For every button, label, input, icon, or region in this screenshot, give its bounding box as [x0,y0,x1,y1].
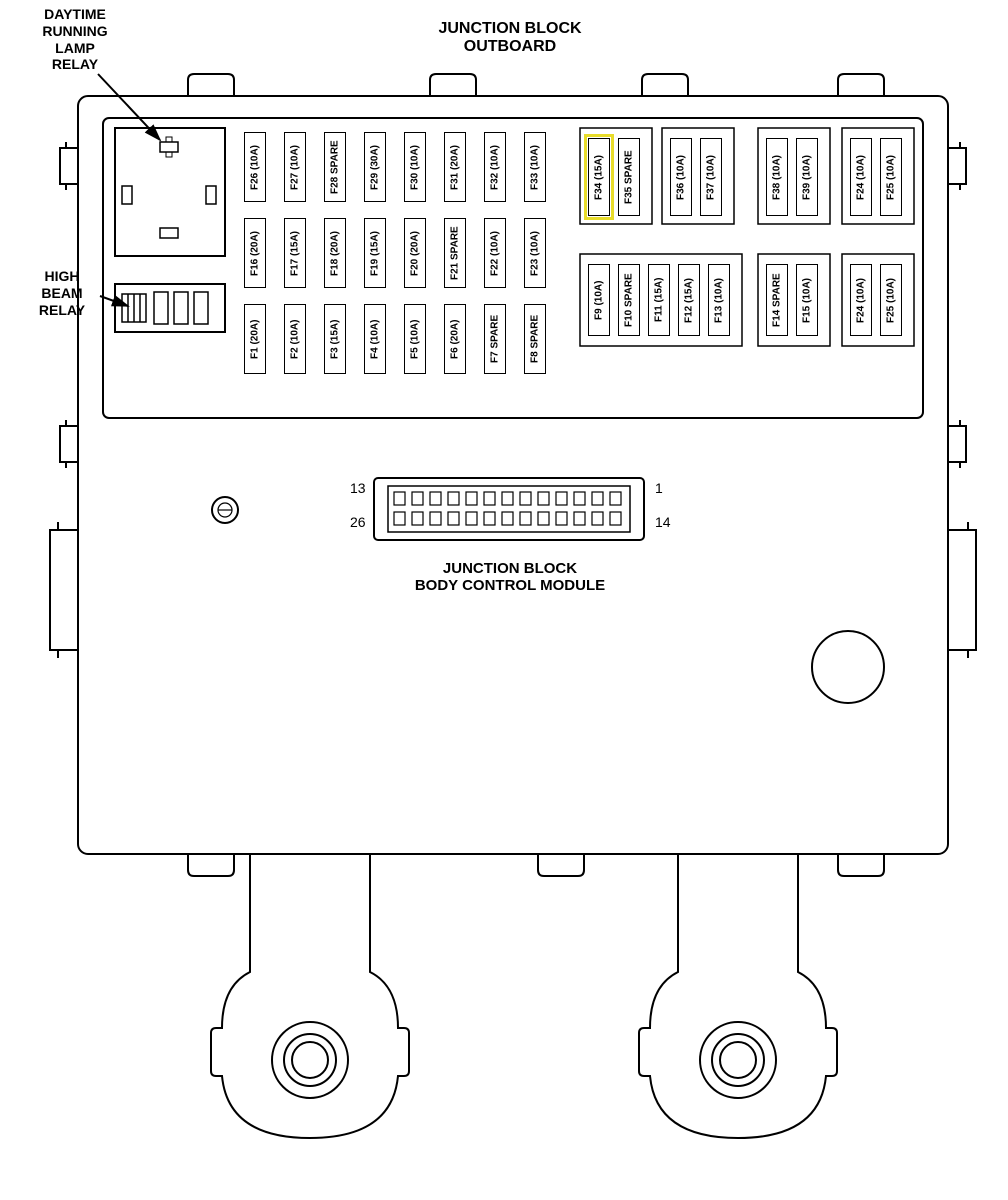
fuse-F6: F6 (20A) [444,304,466,374]
fuse-F13: F13 (10A) [708,264,730,336]
fuse-F35: F35 SPARE [618,138,640,216]
fuse-F8: F8 SPARE [524,304,546,374]
fuse-F28: F28 SPARE [324,132,346,202]
fuse-F14: F14 SPARE [766,264,788,336]
fuse-F24: F24 (10A) [850,138,872,216]
fuse-F23: F23 (10A) [524,218,546,288]
fuse-F19: F19 (15A) [364,218,386,288]
fuse-F24l: F24 (10A) [850,264,872,336]
fuse-F20: F20 (20A) [404,218,426,288]
fuse-F9: F9 (10A) [588,264,610,336]
fuse-F1: F1 (20A) [244,304,266,374]
fuse-F16: F16 (20A) [244,218,266,288]
fuse-F3: F3 (15A) [324,304,346,374]
fuse-F34: F34 (15A) [588,138,610,216]
fuse-F22: F22 (10A) [484,218,506,288]
fuse-F26: F26 (10A) [244,132,266,202]
fuse-F32: F32 (10A) [484,132,506,202]
fuse-F37: F37 (10A) [700,138,722,216]
fuse-F29: F29 (30A) [364,132,386,202]
fuse-F36: F36 (10A) [670,138,692,216]
fuse-F31: F31 (20A) [444,132,466,202]
fuse-F21: F21 SPARE [444,218,466,288]
fuse-F39: F39 (10A) [796,138,818,216]
fuse-F17: F17 (15A) [284,218,306,288]
fuse-F27: F27 (10A) [284,132,306,202]
fuse-F15: F15 (10A) [796,264,818,336]
fuse-F11: F11 (15A) [648,264,670,336]
fuse-F12: F12 (15A) [678,264,700,336]
fuse-F33: F33 (10A) [524,132,546,202]
fuse-F5: F5 (10A) [404,304,426,374]
fuse-F38: F38 (10A) [766,138,788,216]
fuse-F18: F18 (20A) [324,218,346,288]
fuse-F25l: F25 (10A) [880,264,902,336]
fuse-F7: F7 SPARE [484,304,506,374]
fuse-F4: F4 (10A) [364,304,386,374]
fuse-F2: F2 (10A) [284,304,306,374]
fuse-F10: F10 SPARE [618,264,640,336]
fuse-F30: F30 (10A) [404,132,426,202]
fuse-F25: F25 (10A) [880,138,902,216]
